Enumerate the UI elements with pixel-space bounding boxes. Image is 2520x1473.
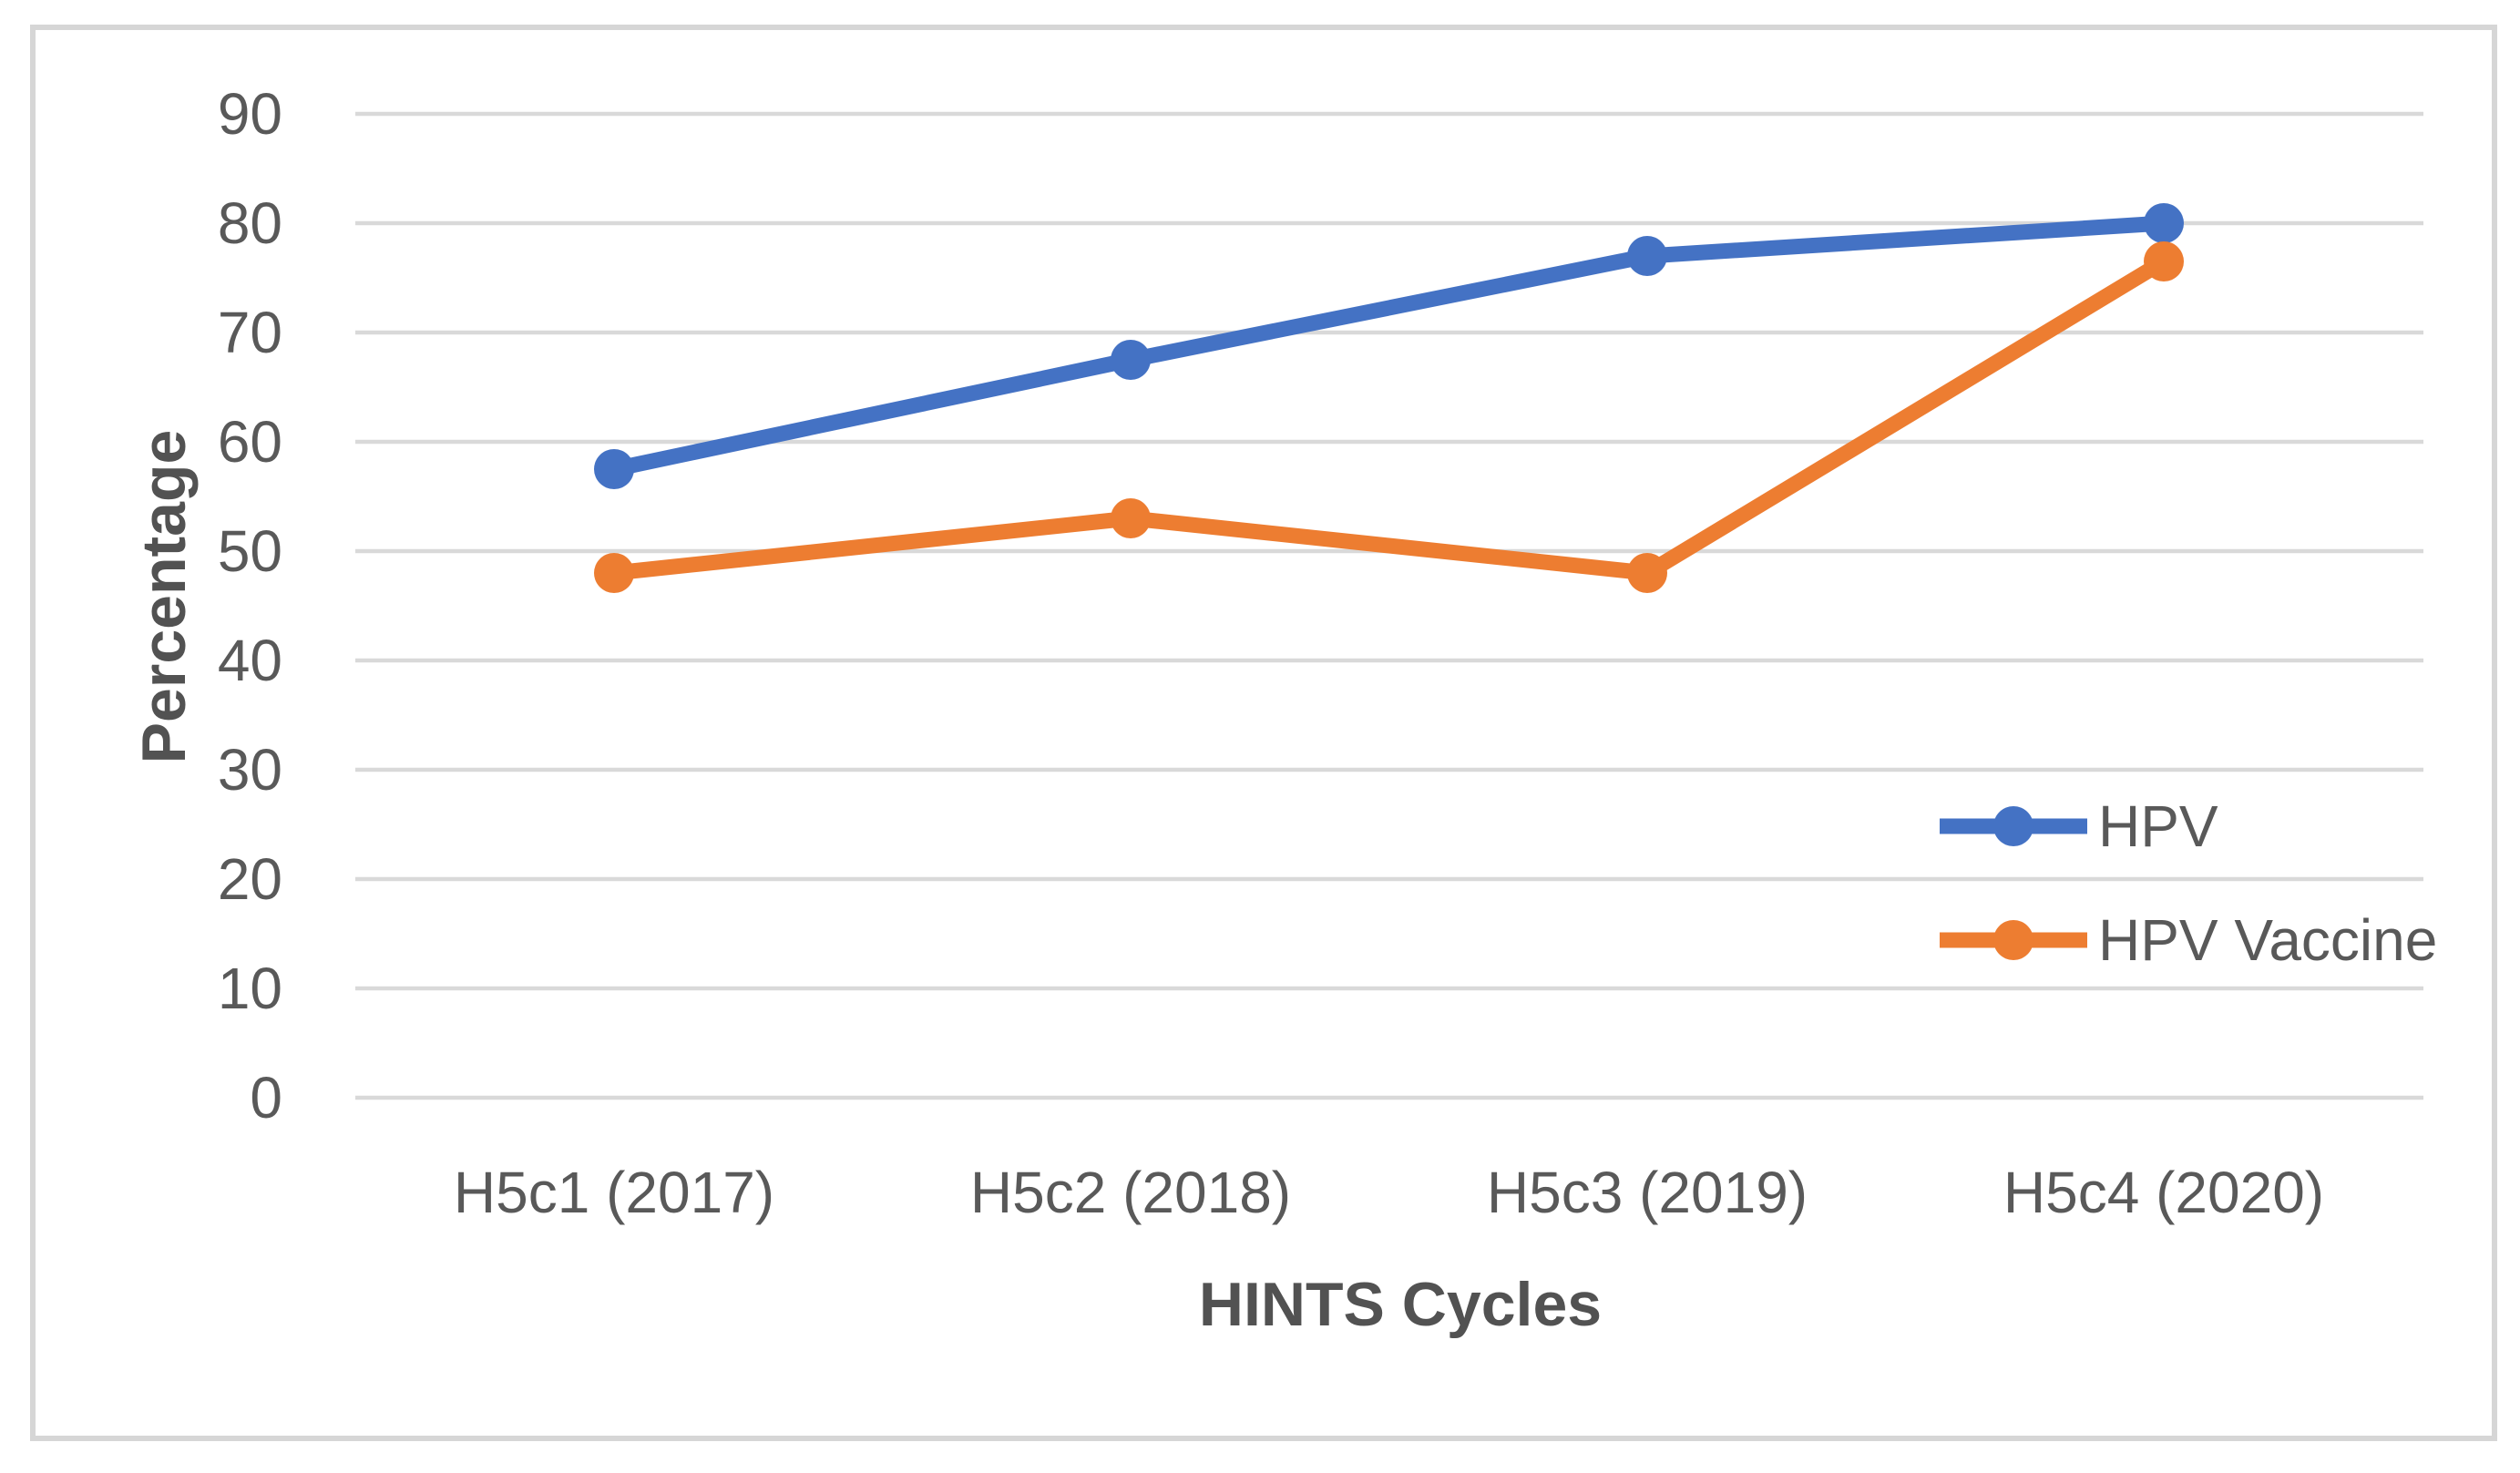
data-point-hpv-4	[2144, 203, 2184, 243]
data-point-hpv-3	[1627, 236, 1667, 276]
x-category-label-4: H5c4 (2020)	[2003, 1160, 2325, 1225]
y-tick-label-0: 0	[250, 1065, 282, 1130]
x-category-label-1: H5c1 (2017)	[453, 1160, 775, 1225]
chart-frame-border	[30, 25, 2497, 1441]
y-tick-label-60: 60	[217, 409, 282, 475]
legend-marker-hpv	[1940, 806, 2087, 846]
legend-marker-hpv-vaccine	[1940, 920, 2087, 960]
series-line-hpv-vaccine	[606, 253, 2172, 581]
y-axis-title: Percentage	[129, 429, 199, 764]
y-tick-label-70: 70	[217, 300, 282, 365]
y-tick-label-40: 40	[217, 628, 282, 693]
series-line-hpv	[606, 215, 2172, 477]
data-point-hpv-1	[594, 449, 634, 489]
data-point-hpv-vaccine-4	[2144, 241, 2184, 281]
y-tick-label-30: 30	[217, 737, 282, 803]
y-tick-label-20: 20	[217, 846, 282, 912]
x-category-label-2: H5c2 (2018)	[969, 1160, 1292, 1225]
data-point-hpv-2	[1111, 340, 1151, 380]
y-tick-label-90: 90	[217, 81, 282, 147]
gridlines-group	[355, 111, 2423, 1100]
legend-item-hpv-vaccine: HPV Vaccine	[1936, 906, 2437, 974]
data-point-hpv-vaccine-1	[594, 553, 634, 593]
series-group	[594, 203, 2184, 593]
y-tick-label-80: 80	[217, 190, 282, 256]
y-tick-label-50: 50	[217, 518, 282, 584]
x-category-label-3: H5c3 (2019)	[1486, 1160, 1808, 1225]
x-axis-title: HINTS Cycles	[1198, 1270, 1603, 1339]
legend-item-hpv: HPV	[1936, 793, 2218, 860]
legend-label-hpv: HPV	[2098, 793, 2218, 859]
data-point-hpv-vaccine-3	[1627, 553, 1667, 593]
data-point-hpv-vaccine-2	[1111, 498, 1151, 538]
y-tick-label-10: 10	[217, 956, 282, 1021]
legend-label-hpv-vaccine: HPV Vaccine	[2098, 907, 2438, 973]
